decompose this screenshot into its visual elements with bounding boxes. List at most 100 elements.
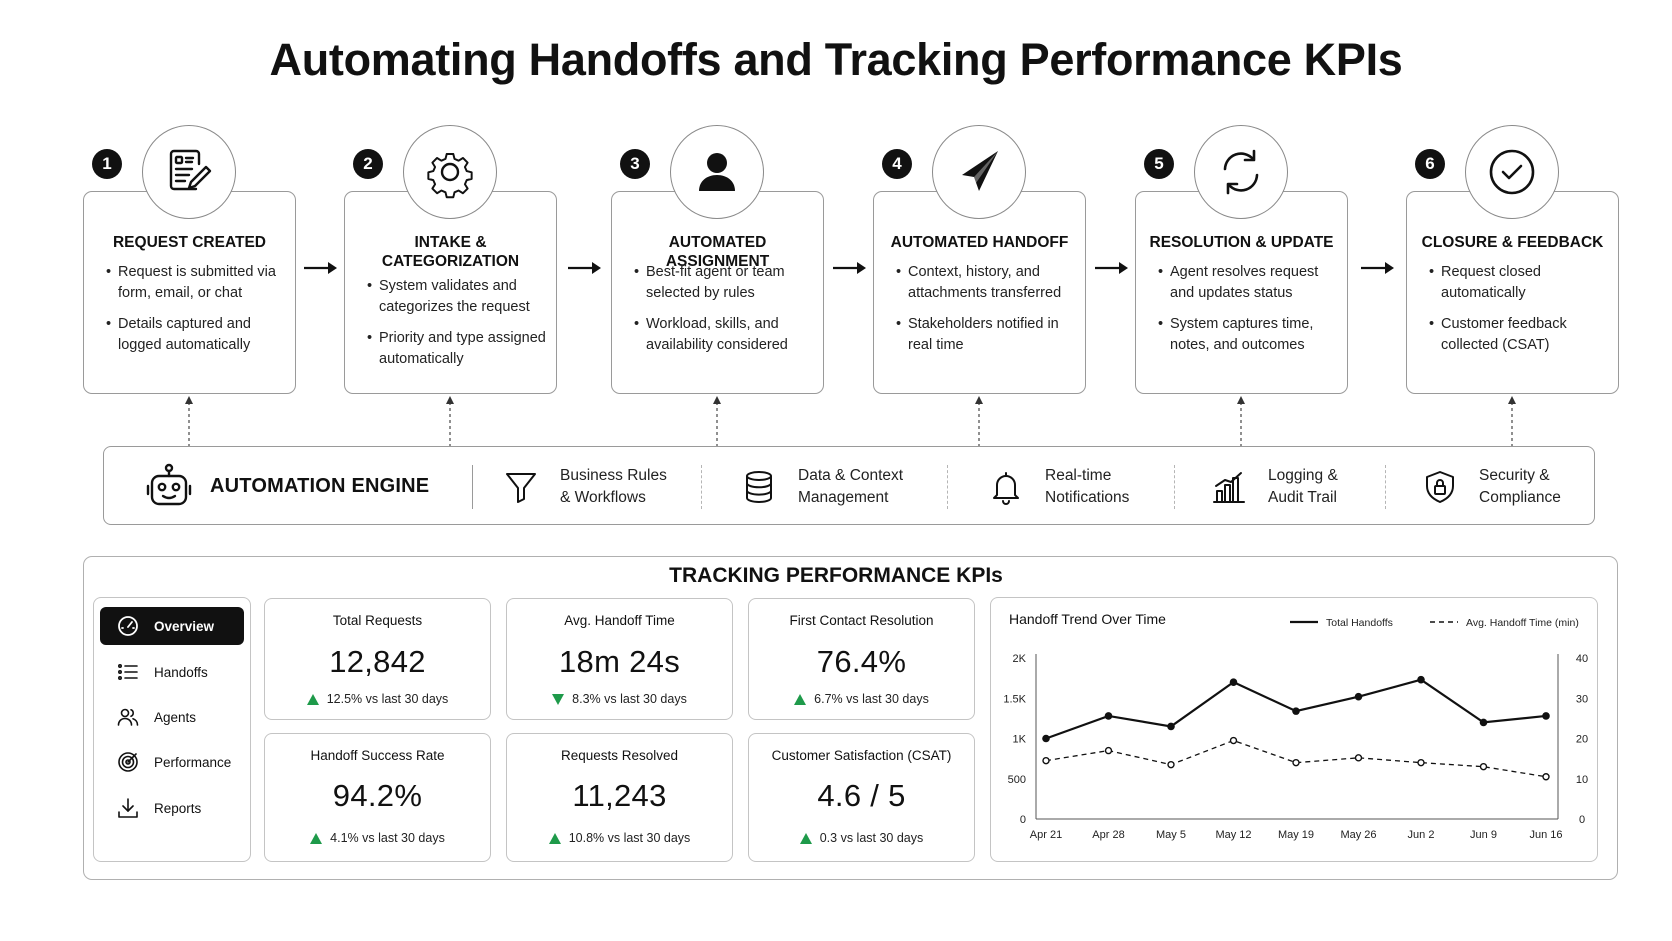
engine-item-label: Real-time Notifications [1045,465,1129,509]
shield-lock-icon [1421,468,1459,506]
nav-item-label: Performance [154,754,232,770]
engine-divider [1174,465,1175,509]
gear-icon [403,125,497,219]
legend-label: Avg. Handoff Time (min) [1466,617,1579,629]
step-bullet: System validates and categorizes the req… [367,276,546,318]
kpi-delta-text: 4.1% vs last 30 days [330,831,445,845]
step-bullet: Request is submitted via form, email, or… [106,262,285,304]
funnel-icon [502,468,540,506]
kpi-delta-text: 0.3 vs last 30 days [819,831,924,845]
step-card-2: INTAKE & CATEGORIZATION System validates … [344,191,557,394]
handoff-trend-chart [990,597,1598,862]
flow-arrow [1093,260,1129,276]
engine-connector [1236,396,1246,446]
series-line-2 [1045,739,1547,778]
step-bullets: Request closed automatically Customer fee… [1429,262,1608,366]
series-point [1354,692,1363,701]
x-tick-label: Apr 21 [1030,829,1062,841]
y-right-tick-label: 0 [1579,814,1585,826]
check-circle-icon [1465,125,1559,219]
kpi-value: 12,842 [329,644,426,679]
trend-down-icon [552,693,565,705]
kpi-label: Total Requests [332,613,423,628]
kpi-label: First Contact Resolution [789,613,934,628]
series-point [1542,712,1550,720]
nav-item-agents[interactable]: Agents [100,698,244,736]
nav-item-label: Agents [154,709,197,725]
y-right-tick-label: 10 [1576,774,1588,786]
nav-item-reports[interactable]: Reports [100,789,244,827]
kpi-card-requests-resolved: Requests Resolved 11,243 10.8% vs last 30 … [506,733,733,862]
kpi-delta-text: 8.3% vs last 30 days [572,692,687,706]
step-bullets: Request is submitted via form, email, or… [106,262,285,366]
x-tick-label: Jun 16 [1529,829,1562,841]
engine-header: AUTOMATION ENGINE [142,447,429,526]
kpi-value: 18m 24s [559,644,680,679]
robot-icon [142,460,196,514]
step-card-1: REQUEST CREATED Request is submitted via … [83,191,296,394]
kpi-delta-text: 10.8% vs last 30 days [568,831,691,845]
x-tick-label: Apr 28 [1092,829,1124,841]
kpi-sidebar-nav: Overview Handoffs Agents Performance Reports [93,597,251,862]
series-point [1354,754,1363,762]
step-bullet: Agent resolves request and updates statu… [1158,262,1337,304]
nav-item-performance[interactable]: Performance [100,743,244,781]
step-number-badge: 1 [92,149,122,179]
engine-label-line: Data & Context [798,466,904,484]
kpi-card-handoff-success-rate: Handoff Success Rate 94.2% 4.1% vs last 30… [264,733,491,862]
kpi-card-customer-satisfaction-csat: Customer Satisfaction (CSAT) 4.6 / 5 0.3 v… [748,733,975,862]
step-bullet: Customer feedback collected (CSAT) [1429,314,1608,356]
series-point [1104,712,1113,720]
engine-connector [974,396,984,446]
trend-up-icon [794,693,807,705]
step-card-5: RESOLUTION & UPDATE Agent resolves reques… [1135,191,1348,394]
series-point [1292,707,1300,715]
kpi-label: Requests Resolved [560,748,679,763]
paper-plane-icon [932,125,1026,219]
step-bullet: Details captured and logged automaticall… [106,314,285,356]
series-point [1229,736,1238,745]
step-bullets: System validates and categorizes the req… [367,276,546,380]
step-title: RESOLUTION & UPDATE [1149,234,1334,251]
x-tick-label: Jun 9 [1470,829,1497,841]
engine-item-label: Security & Compliance [1479,465,1561,509]
engine-item-bell: Real-time Notifications [987,447,1129,526]
x-tick-label: May 5 [1156,829,1186,841]
automation-engine-bar: AUTOMATION ENGINE Business Rules & Workfl… [103,446,1595,525]
flow-arrow [831,260,867,276]
nav-item-handoffs[interactable]: Handoffs [100,653,244,691]
step-number-badge: 6 [1415,149,1445,179]
y-left-tick-label: 2K [1013,653,1027,665]
engine-label-line: Compliance [1479,488,1561,506]
target-icon [116,750,140,774]
trend-up-icon [310,832,323,844]
chart-title: Handoff Trend Over Time [1009,611,1166,627]
step-bullet: Workload, skills, and availability consi… [634,314,813,356]
engine-connector [184,396,194,446]
legend-label: Total Handoffs [1326,617,1393,629]
step-title: AUTOMATED HANDOFF [890,234,1069,251]
flow-arrow [566,260,602,276]
x-tick-label: May 26 [1340,829,1376,841]
bar-chart-icon [1210,468,1248,506]
kpi-delta: 10.8% vs last 30 days [507,831,732,845]
nav-item-overview[interactable]: Overview [100,607,244,645]
document-edit-icon [142,125,236,219]
y-left-tick-label: 1.5K [1003,693,1026,705]
engine-connector [712,396,722,446]
step-bullets: Best-fit agent or team selected by rules… [634,262,813,366]
step-number-badge: 4 [882,149,912,179]
engine-item-label: Business Rules & Workflows [560,465,667,509]
series-point [1042,734,1050,743]
engine-divider [1385,465,1386,509]
engine-label-line: Audit Trail [1268,488,1337,506]
kpi-delta: 12.5% vs last 30 days [265,692,490,706]
series-point [1479,718,1488,727]
engine-connector [445,396,455,446]
step-bullet: Best-fit agent or team selected by rules [634,262,813,304]
gauge-icon [116,614,140,638]
y-left-tick-label: 1K [1013,734,1027,746]
step-card-3: AUTOMATED ASSIGNMENTBest-fit agent or te… [611,191,824,394]
y-right-tick-label: 30 [1576,693,1588,705]
step-bullet: Stakeholders notified in real time [896,314,1075,356]
